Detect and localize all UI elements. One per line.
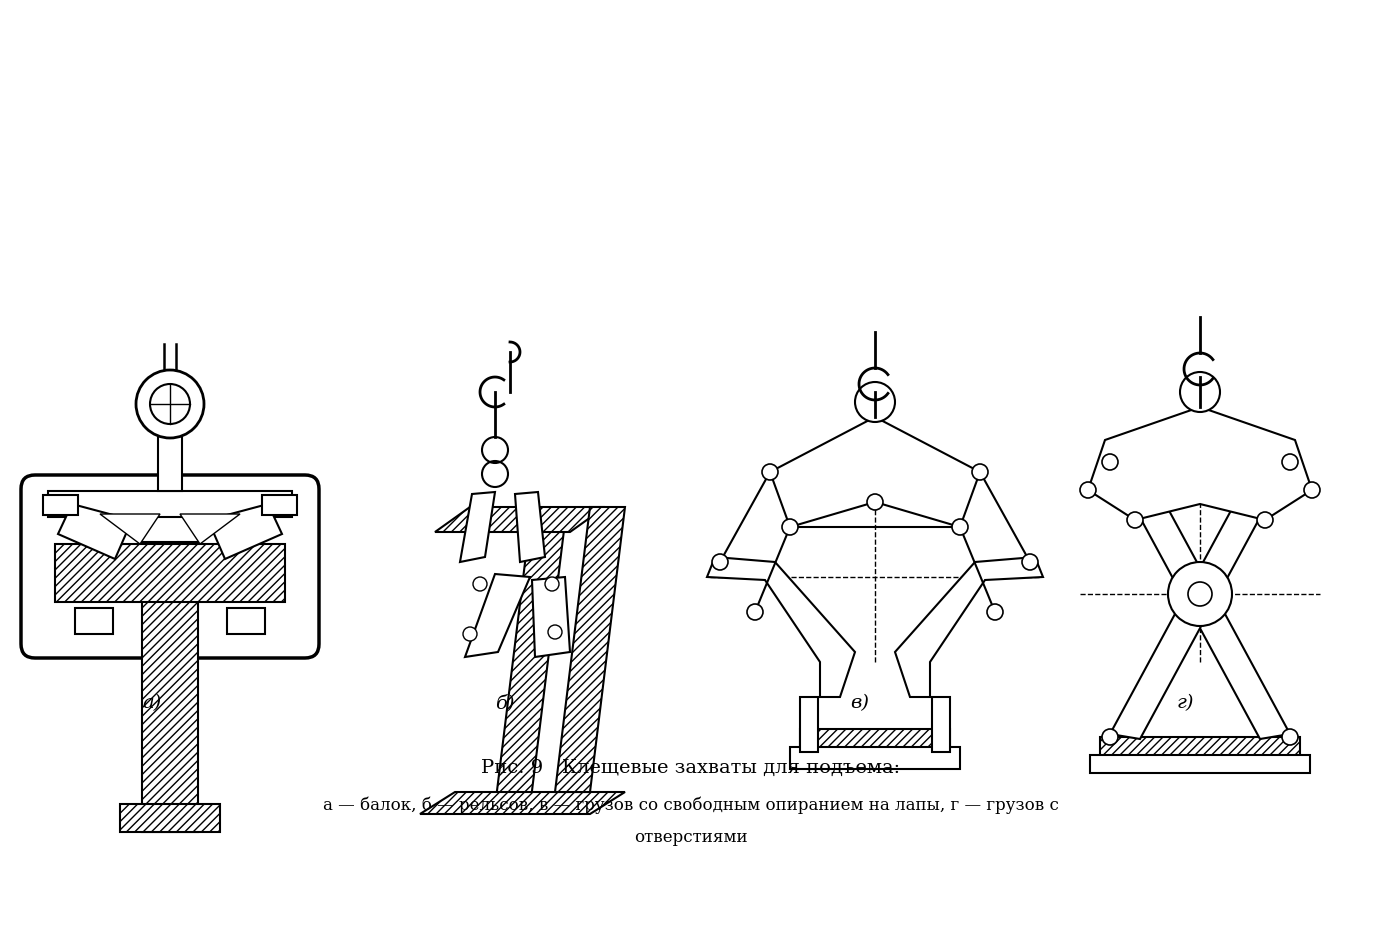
Polygon shape [100, 514, 160, 545]
Bar [227, 608, 266, 634]
Circle shape [855, 383, 895, 423]
Circle shape [473, 578, 487, 591]
Bar [261, 495, 297, 515]
Circle shape [952, 520, 968, 535]
Circle shape [1257, 512, 1272, 528]
Polygon shape [1111, 458, 1290, 739]
Circle shape [762, 465, 779, 481]
Polygon shape [1111, 458, 1290, 739]
Circle shape [136, 370, 205, 439]
Circle shape [1022, 554, 1039, 570]
Polygon shape [514, 492, 545, 563]
Polygon shape [495, 523, 566, 807]
Bar [43, 495, 77, 515]
Bar [48, 491, 292, 518]
Circle shape [1080, 483, 1095, 499]
Circle shape [747, 605, 763, 621]
Circle shape [548, 625, 561, 640]
Text: б): б) [495, 693, 514, 711]
Bar [1099, 737, 1300, 769]
Circle shape [867, 494, 882, 510]
Polygon shape [420, 792, 625, 814]
Bar [75, 608, 113, 634]
Bar [790, 747, 960, 769]
Polygon shape [532, 578, 570, 657]
Polygon shape [1088, 407, 1312, 521]
Polygon shape [555, 507, 625, 792]
Circle shape [1180, 372, 1220, 412]
Bar [799, 729, 950, 767]
Circle shape [463, 627, 477, 642]
Text: отверстиями: отверстиями [635, 828, 748, 845]
Bar [120, 804, 220, 832]
Circle shape [781, 520, 798, 535]
Circle shape [545, 578, 559, 591]
Polygon shape [180, 514, 241, 545]
Polygon shape [707, 558, 855, 697]
Circle shape [1282, 729, 1299, 745]
Polygon shape [207, 505, 282, 560]
Text: Рис. 9   Клещевые захваты для подъема:: Рис. 9 Клещевые захваты для подъема: [481, 758, 900, 776]
Text: а — балок, б — рельсов, в — грузов со свободным опиранием на лапы, г — грузов с: а — балок, б — рельсов, в — грузов со св… [324, 796, 1059, 813]
Circle shape [1127, 512, 1142, 528]
Circle shape [1282, 454, 1299, 470]
Circle shape [1102, 729, 1117, 745]
Polygon shape [436, 507, 604, 532]
Circle shape [972, 465, 987, 481]
Text: в): в) [851, 693, 870, 711]
Polygon shape [895, 558, 1043, 697]
Bar [1090, 755, 1310, 773]
Circle shape [987, 605, 1003, 621]
Bar [55, 545, 285, 603]
Polygon shape [461, 492, 495, 563]
Bar [142, 543, 198, 832]
Circle shape [712, 554, 727, 570]
Circle shape [1102, 454, 1117, 470]
Polygon shape [58, 505, 131, 560]
Polygon shape [465, 574, 530, 657]
FancyBboxPatch shape [21, 475, 319, 659]
Bar [932, 697, 950, 752]
Text: а): а) [142, 693, 162, 711]
Polygon shape [770, 418, 981, 527]
Bar [158, 433, 183, 491]
Circle shape [1304, 483, 1319, 499]
Bar [799, 697, 817, 752]
Circle shape [1169, 563, 1232, 626]
Text: г): г) [1177, 693, 1194, 711]
